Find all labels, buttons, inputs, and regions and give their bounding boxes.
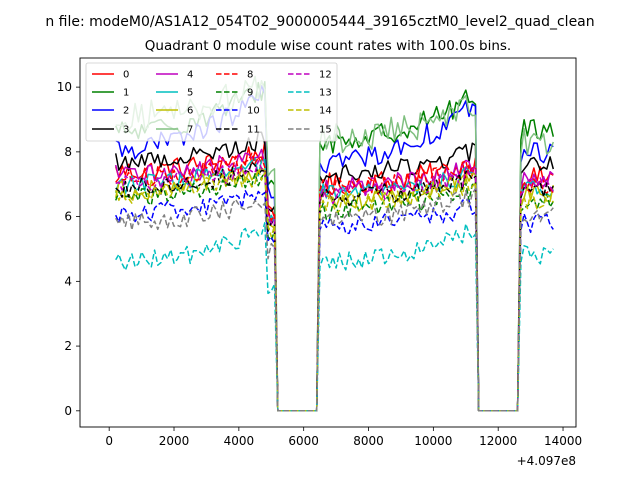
x-tick-label: 10000 (414, 434, 452, 448)
y-tick-label: 6 (64, 210, 72, 224)
x-tick-label: 6000 (288, 434, 319, 448)
legend-label-14: 14 (319, 106, 332, 117)
legend-label-1: 1 (123, 88, 129, 99)
legend-label-6: 6 (187, 106, 193, 117)
legend-box (85, 62, 338, 142)
chart-suptitle: n file: modeM0/AS1A12_054T02_9000005444_… (45, 14, 594, 30)
legend-label-9: 9 (247, 88, 253, 99)
legend-label-2: 2 (123, 106, 129, 117)
series-line-15 (115, 187, 554, 412)
x-tick-label: 14000 (544, 434, 582, 448)
x-axis: 0 2000 4000 6000 8000 10000 12000 14000 (105, 427, 582, 448)
legend-label-0: 0 (123, 70, 129, 81)
series-line-13 (115, 222, 554, 412)
y-tick-label: 0 (64, 404, 72, 418)
chart-title: Quadrant 0 module wise count rates with … (145, 38, 511, 54)
plot-frame (79, 57, 577, 428)
legend-label-11: 11 (247, 125, 260, 136)
x-offset-label: +4.097e8 (517, 454, 576, 468)
legend-label-13: 13 (319, 88, 332, 99)
legend-label-3: 3 (123, 125, 129, 136)
x-tick-label: 4000 (224, 434, 255, 448)
series-line-11 (115, 161, 554, 412)
legend-label-7: 7 (187, 125, 193, 136)
legend-label-8: 8 (247, 70, 253, 81)
x-tick-label: 2000 (159, 434, 190, 448)
legend-label-5: 5 (187, 88, 193, 99)
legend-label-15: 15 (319, 125, 332, 136)
y-tick-label: 4 (64, 274, 72, 288)
legend-label-4: 4 (187, 70, 193, 81)
y-axis: 0 2 4 6 8 10 (57, 80, 80, 418)
x-tick-label: 0 (105, 434, 113, 448)
x-tick-label: 8000 (353, 434, 384, 448)
y-tick-label: 2 (64, 339, 72, 353)
legend-label-10: 10 (247, 106, 260, 117)
y-tick-label: 8 (64, 145, 72, 159)
legend-label-12: 12 (319, 70, 332, 81)
y-tick-label: 10 (57, 80, 72, 94)
x-tick-label: 12000 (479, 434, 517, 448)
